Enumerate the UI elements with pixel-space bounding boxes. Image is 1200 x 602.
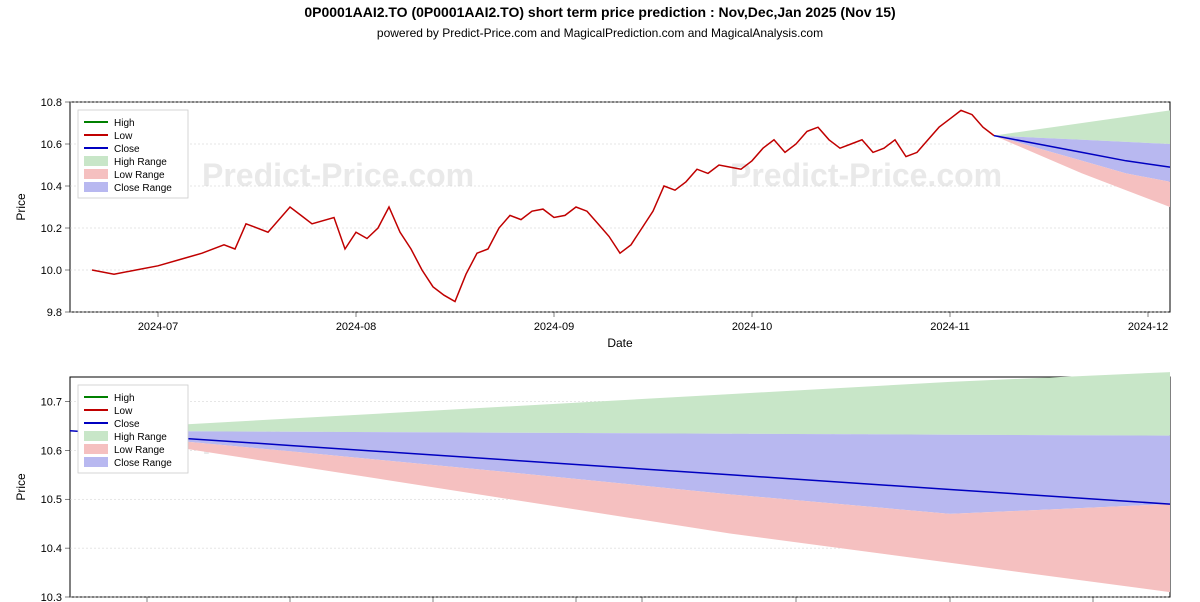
y-tick-label: 10.6 bbox=[41, 139, 62, 151]
legend-swatch bbox=[84, 444, 108, 454]
legend-swatch bbox=[84, 182, 108, 192]
legend-swatch bbox=[84, 457, 108, 467]
y-tick-label: 10.6 bbox=[41, 445, 62, 457]
legend-label: High Range bbox=[114, 157, 167, 168]
x-tick-label: 2024-12 bbox=[1128, 321, 1168, 333]
legend-swatch bbox=[84, 431, 108, 441]
legend-label: High bbox=[114, 393, 135, 404]
legend-label: Close bbox=[114, 419, 140, 430]
legend-label: Low Range bbox=[114, 445, 165, 456]
y-tick-label: 10.3 bbox=[41, 592, 62, 602]
low-line bbox=[92, 110, 994, 301]
legend-label: High bbox=[114, 118, 135, 129]
legend-label: Low bbox=[114, 131, 133, 142]
y-tick-label: 10.0 bbox=[41, 265, 62, 277]
y-tick-label: 10.5 bbox=[41, 494, 62, 506]
watermark: Predict-Price.com bbox=[730, 157, 1002, 193]
legend-swatch bbox=[84, 156, 108, 166]
legend-label: Close Range bbox=[114, 183, 172, 194]
legend-label: Close bbox=[114, 144, 140, 155]
plot-border bbox=[70, 102, 1170, 312]
legend-label: Close Range bbox=[114, 458, 172, 469]
chart-svg: 9.8 10.0 10.2 10.4 10.6 10.8 2024-07 2024-08 202… bbox=[0, 42, 1200, 602]
chart-container: 0P0001AAI2.TO (0P0001AAI2.TO) short term… bbox=[0, 0, 1200, 602]
chart-subtitle: powered by Predict-Price.com and Magical… bbox=[0, 24, 1200, 42]
legend-label: High Range bbox=[114, 432, 167, 443]
y-axis-title: Price bbox=[14, 193, 28, 221]
y-tick-label: 10.2 bbox=[41, 223, 62, 235]
y-tick-label: 10.4 bbox=[41, 181, 62, 193]
x-axis-title: Date bbox=[607, 336, 633, 350]
x-tick-label: 2024-08 bbox=[336, 321, 376, 333]
y-tick-label: 10.4 bbox=[41, 543, 62, 555]
x-tick-label: 2024-07 bbox=[138, 321, 178, 333]
chart-title: 0P0001AAI2.TO (0P0001AAI2.TO) short term… bbox=[0, 0, 1200, 24]
y-axis-title: Price bbox=[14, 473, 28, 501]
legend-label: Low Range bbox=[114, 170, 165, 181]
x-tick-label: 2024-10 bbox=[732, 321, 772, 333]
y-tick-label: 10.7 bbox=[41, 396, 62, 408]
x-tick-label: 2024-09 bbox=[534, 321, 574, 333]
watermark: Predict-Price.com bbox=[202, 157, 474, 193]
legend-label: Low bbox=[114, 406, 133, 417]
legend-swatch bbox=[84, 169, 108, 179]
x-tick-label: 2024-11 bbox=[930, 321, 970, 333]
high-range-area bbox=[70, 372, 1170, 436]
y-tick-label: 10.8 bbox=[41, 97, 62, 109]
y-tick-label: 9.8 bbox=[47, 307, 62, 319]
